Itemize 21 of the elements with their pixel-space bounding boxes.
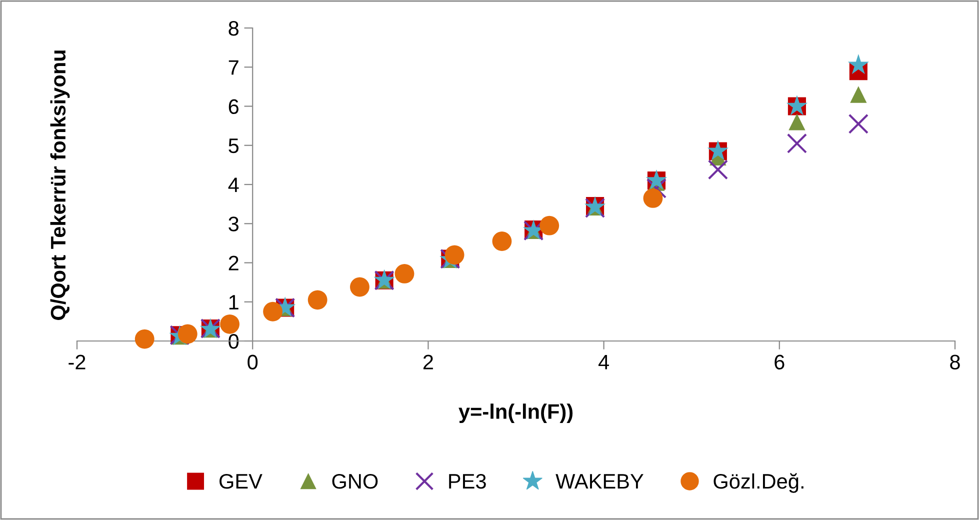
legend-label: Gözl.Değ. (714, 473, 804, 493)
y-tick-label: 3 (228, 216, 238, 232)
legend-label: WAKEBY (556, 474, 644, 489)
legend-label: PE3 (449, 474, 486, 489)
y-tick-label: 2 (228, 256, 238, 270)
x-tick-label: 6 (774, 354, 784, 370)
x-axis-title: y=-ln(-ln(F)) (458, 404, 573, 424)
y-tick-label: 7 (228, 60, 238, 75)
y-tick-label: 1 (229, 295, 238, 310)
y-tick-label: 8 (228, 21, 238, 36)
y-axis-title: Q/Qort Tekerrür fonksiyonu (50, 50, 70, 320)
y-tick-label: 4 (228, 178, 239, 192)
x-tick-label: -2 (68, 354, 86, 370)
y-tick-label: 5 (228, 138, 239, 154)
y-tick-label: 6 (228, 99, 238, 114)
x-tick-label: 2 (423, 354, 433, 370)
x-tick-label: 0 (248, 354, 258, 370)
x-tick-label: 8 (950, 354, 960, 370)
legend-label: GEV (220, 474, 262, 489)
legend-label: GNO (332, 474, 378, 489)
x-tick-label: 4 (598, 354, 609, 370)
